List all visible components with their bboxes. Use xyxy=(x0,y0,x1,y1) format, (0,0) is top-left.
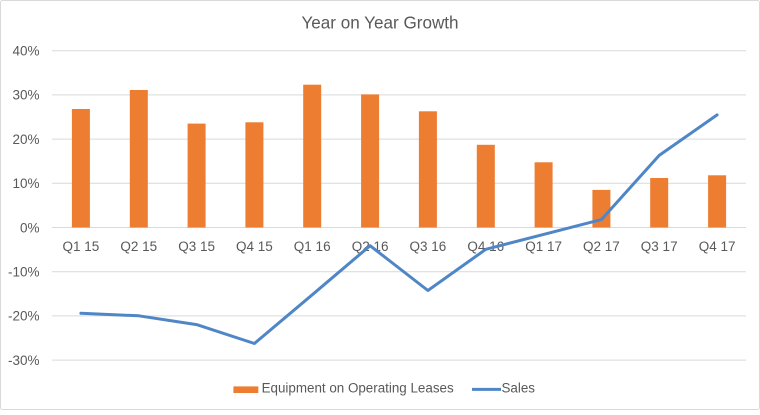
svg-text:Q2 17: Q2 17 xyxy=(583,239,620,254)
svg-text:Q3 17: Q3 17 xyxy=(641,239,678,254)
svg-text:20%: 20% xyxy=(12,132,39,147)
svg-text:Q3 15: Q3 15 xyxy=(178,239,215,254)
svg-text:Q3 16: Q3 16 xyxy=(410,239,447,254)
svg-text:-10%: -10% xyxy=(8,265,40,280)
svg-text:40%: 40% xyxy=(12,44,39,59)
svg-text:Q4 17: Q4 17 xyxy=(699,239,736,254)
svg-text:-30%: -30% xyxy=(8,353,40,368)
svg-text:-20%: -20% xyxy=(8,309,40,324)
svg-text:0%: 0% xyxy=(20,220,40,235)
svg-text:Q2 15: Q2 15 xyxy=(120,239,157,254)
svg-text:Q4 16: Q4 16 xyxy=(467,239,504,254)
svg-text:Equipment on Operating Leases: Equipment on Operating Leases xyxy=(262,380,454,395)
svg-text:Q1 15: Q1 15 xyxy=(63,239,100,254)
svg-text:Q1 16: Q1 16 xyxy=(294,239,331,254)
svg-text:10%: 10% xyxy=(12,176,39,191)
svg-text:Year on Year Growth: Year on Year Growth xyxy=(301,14,458,33)
svg-text:Sales: Sales xyxy=(502,380,536,395)
svg-text:30%: 30% xyxy=(12,88,39,103)
svg-text:Q1 17: Q1 17 xyxy=(525,239,562,254)
svg-text:Q4 15: Q4 15 xyxy=(236,239,273,254)
